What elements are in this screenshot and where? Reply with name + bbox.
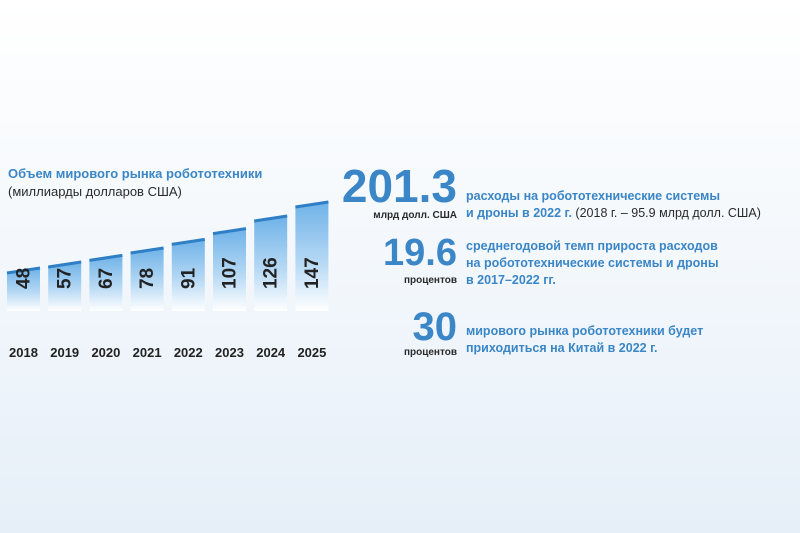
stat-1-note: (2018 г. – 95.9 млрд долл. США) <box>575 206 761 220</box>
bar-value-label: 67 <box>96 268 117 289</box>
bar-2025 <box>295 202 329 311</box>
stat-1-text: расходы на робототехнические системы и д… <box>466 188 761 222</box>
bar-value-label: 147 <box>302 257 323 289</box>
bar-2019 <box>48 262 82 311</box>
stat-2-line1: среднегодовой темп прироста расходов <box>466 239 718 253</box>
chart-subtitle: (миллиарды долларов США) <box>8 184 182 199</box>
bar-2021 <box>130 248 164 311</box>
chart-title: Объем мирового рынка робототехники <box>8 166 263 181</box>
bar-value-label: 48 <box>14 268 35 289</box>
stat-3-unit: процентов <box>403 347 457 358</box>
stat-1-line1: расходы на робототехнические системы <box>466 189 721 203</box>
bar-top-edge-2023 <box>212 227 247 236</box>
year-label: 2018 <box>9 345 38 360</box>
bar-2023 <box>213 228 246 311</box>
bar-top-edge-2025 <box>295 200 329 209</box>
bar-value-label: 78 <box>137 268 158 289</box>
year-label: 2021 <box>133 345 162 360</box>
bar-top-edge-2019 <box>47 260 82 269</box>
stat-2-text: среднегодовой темп прироста расходов на … <box>466 238 719 289</box>
bar-2020 <box>89 255 123 311</box>
bar-top-edge-2022 <box>171 237 206 246</box>
year-label: 2020 <box>91 345 120 360</box>
bar-top-edge-2021 <box>130 246 164 255</box>
bar-2018 <box>7 268 40 311</box>
bar-2022 <box>171 239 205 311</box>
bar-value-label: 126 <box>261 257 282 289</box>
year-label: 2022 <box>174 345 203 360</box>
bar-top-edge-2020 <box>89 253 123 262</box>
bar-value-label: 57 <box>55 268 76 289</box>
bar-2024 <box>254 216 288 311</box>
bar-value-label: 91 <box>178 267 199 289</box>
stat-3-line2: приходиться на Китай в 2022 г. <box>466 341 658 355</box>
bar-value-label: 107 <box>220 257 241 289</box>
stat-1-value: 201.3 <box>341 160 457 212</box>
year-label: 2024 <box>256 345 286 360</box>
stat-2-unit: процентов <box>403 275 457 286</box>
stat-1-unit: млрд долл. США <box>373 210 457 221</box>
stat-2-value: 19.6 <box>383 232 457 274</box>
bar-top-edge-2018 <box>6 266 41 275</box>
stat-1-line2: и дроны в 2022 г. <box>466 206 572 220</box>
bar-chart: 48 2018 57 2019 67 2020 78 2021 91 2022 107 2023 126… <box>6 200 329 360</box>
year-label: 2019 <box>50 345 79 360</box>
stat-2-line2: на робототехнические системы и дроны <box>466 256 719 270</box>
stat-2-line3: в 2017–2022 гг. <box>466 273 556 287</box>
stat-3-line1: мирового рынка робототехники будет <box>466 324 704 338</box>
year-label: 2023 <box>215 345 244 360</box>
year-label: 2025 <box>297 345 326 360</box>
stat-3-value: 30 <box>412 305 458 349</box>
stat-3-text: мирового рынка робототехники будет прихо… <box>466 323 703 357</box>
bar-top-edge-2024 <box>253 214 288 223</box>
